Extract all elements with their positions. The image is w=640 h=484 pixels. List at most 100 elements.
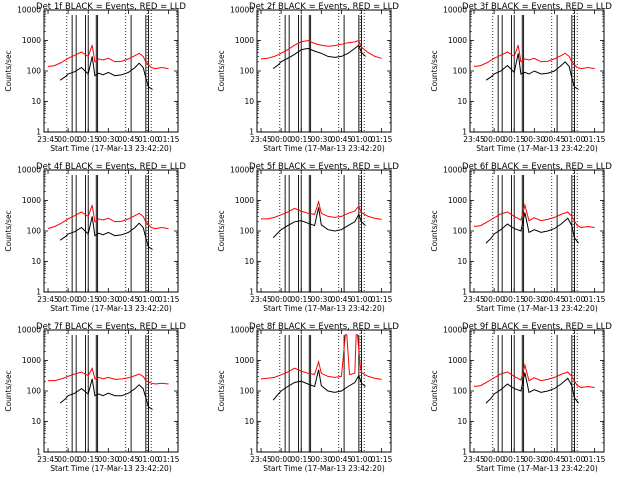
y-axis-label: Counts/sec bbox=[217, 370, 226, 411]
x-tick-label: 00:15 bbox=[290, 135, 312, 144]
y-axis-label: Counts/sec bbox=[4, 370, 13, 411]
y-tick-label: 100 bbox=[453, 387, 468, 396]
x-tick-label: 00:30 bbox=[98, 295, 120, 304]
x-tick-label: 01:15 bbox=[158, 455, 180, 464]
y-tick-label: 10000 bbox=[17, 326, 41, 335]
y-tick-label: 100 bbox=[453, 67, 468, 76]
series-lld-line bbox=[473, 363, 595, 389]
x-tick-label: 01:15 bbox=[371, 455, 393, 464]
x-tick-label: 00:30 bbox=[524, 455, 546, 464]
detector-chart-5: Det 5f BLACK = Events, RED = LLD 1 10 100 10… bbox=[217, 162, 399, 313]
y-tick-label: 10000 bbox=[443, 326, 467, 335]
x-tick-label: 23:45 bbox=[463, 295, 485, 304]
x-axis-label: Start Time (17-Mar-13 23:42:20) bbox=[50, 304, 172, 313]
y-tick-label: 1000 bbox=[448, 196, 467, 205]
series-lld-line bbox=[261, 200, 382, 220]
series-lld-line bbox=[473, 203, 595, 229]
chart-title: Det 8f BLACK = Events, RED = LLD bbox=[249, 322, 399, 332]
x-tick-label: 00:00 bbox=[270, 295, 292, 304]
y-tick-label: 10 bbox=[31, 97, 41, 106]
plot-frame bbox=[469, 9, 605, 133]
y-tick-label: 10 bbox=[457, 417, 467, 426]
y-tick-label: 1 bbox=[249, 128, 254, 137]
plot-frame bbox=[43, 9, 179, 133]
x-tick-label: 00:45 bbox=[118, 135, 140, 144]
x-tick-label: 01:15 bbox=[158, 135, 180, 144]
y-tick-label: 1000 bbox=[448, 356, 467, 365]
x-tick-label: 00:45 bbox=[331, 295, 353, 304]
x-tick-label: 00:15 bbox=[290, 295, 312, 304]
x-tick-label: 01:15 bbox=[371, 135, 393, 144]
x-axis-label: Start Time (17-Mar-13 23:42:20) bbox=[263, 464, 385, 473]
y-tick-label: 1000 bbox=[22, 196, 41, 205]
y-tick-label: 10000 bbox=[17, 166, 41, 175]
y-axis-label: Counts/sec bbox=[4, 50, 13, 91]
series-lld-line bbox=[473, 45, 595, 70]
x-tick-label: 00:00 bbox=[57, 295, 79, 304]
x-tick-label: 01:15 bbox=[158, 295, 180, 304]
x-tick-label: 01:15 bbox=[584, 135, 606, 144]
x-tick-label: 00:30 bbox=[98, 135, 120, 144]
y-tick-label: 100 bbox=[240, 227, 255, 236]
detector-chart-3: Det 3f BLACK = Events, RED = LLD 1 10 100 10… bbox=[430, 2, 612, 153]
x-tick-label: 01:00 bbox=[351, 295, 373, 304]
x-axis-label: Start Time (17-Mar-13 23:42:20) bbox=[263, 144, 385, 153]
y-axis-label: Counts/sec bbox=[430, 370, 439, 411]
y-tick-label: 1 bbox=[249, 448, 254, 457]
x-axis-label: Start Time (17-Mar-13 23:42:20) bbox=[263, 304, 385, 313]
chart-title: Det 9f BLACK = Events, RED = LLD bbox=[462, 322, 612, 332]
x-tick-label: 00:00 bbox=[57, 455, 79, 464]
y-axis-label: Counts/sec bbox=[430, 50, 439, 91]
x-tick-label: 00:15 bbox=[77, 295, 99, 304]
series-lld-line bbox=[48, 367, 169, 385]
x-axis-label: Start Time (17-Mar-13 23:42:20) bbox=[476, 144, 598, 153]
series-events-line bbox=[485, 53, 579, 90]
series-events-line bbox=[59, 56, 153, 90]
y-axis-label: Counts/sec bbox=[4, 210, 13, 251]
y-tick-label: 10000 bbox=[443, 166, 467, 175]
y-tick-label: 10000 bbox=[443, 6, 467, 15]
chart-title: Det 7f BLACK = Events, RED = LLD bbox=[36, 322, 186, 332]
y-tick-label: 10 bbox=[244, 97, 254, 106]
series-events-line bbox=[485, 372, 579, 404]
x-tick-label: 23:45 bbox=[250, 135, 272, 144]
x-axis-label: Start Time (17-Mar-13 23:42:20) bbox=[476, 464, 598, 473]
y-tick-label: 100 bbox=[453, 227, 468, 236]
x-tick-label: 01:00 bbox=[564, 455, 586, 464]
detector-chart-4: Det 4f BLACK = Events, RED = LLD 1 10 100 10… bbox=[4, 162, 186, 313]
y-tick-label: 100 bbox=[27, 387, 42, 396]
x-tick-label: 23:45 bbox=[37, 135, 59, 144]
x-tick-label: 23:45 bbox=[37, 295, 59, 304]
y-tick-label: 1000 bbox=[235, 36, 254, 45]
y-tick-label: 100 bbox=[27, 227, 42, 236]
y-tick-label: 100 bbox=[240, 67, 255, 76]
y-tick-label: 1 bbox=[462, 448, 467, 457]
x-axis-label: Start Time (17-Mar-13 23:42:20) bbox=[50, 464, 172, 473]
x-tick-label: 00:30 bbox=[311, 135, 333, 144]
series-events-line bbox=[272, 369, 366, 401]
x-tick-label: 01:15 bbox=[371, 295, 393, 304]
y-tick-label: 1000 bbox=[22, 356, 41, 365]
x-tick-label: 00:45 bbox=[118, 295, 140, 304]
x-tick-label: 01:00 bbox=[138, 135, 160, 144]
y-tick-label: 10 bbox=[457, 97, 467, 106]
plot-frame bbox=[256, 169, 392, 293]
plot-frame bbox=[43, 329, 179, 453]
y-tick-label: 1 bbox=[249, 288, 254, 297]
x-tick-label: 00:30 bbox=[524, 135, 546, 144]
series-events-line bbox=[272, 207, 366, 239]
x-tick-label: 23:45 bbox=[250, 295, 272, 304]
x-tick-label: 00:30 bbox=[311, 455, 333, 464]
y-tick-label: 10 bbox=[31, 257, 41, 266]
x-tick-label: 00:15 bbox=[503, 455, 525, 464]
y-tick-label: 100 bbox=[27, 67, 42, 76]
x-tick-label: 00:45 bbox=[331, 135, 353, 144]
x-tick-label: 23:45 bbox=[250, 455, 272, 464]
y-tick-label: 10000 bbox=[17, 6, 41, 15]
detector-chart-7: Det 7f BLACK = Events, RED = LLD 1 10 100 10… bbox=[4, 322, 186, 473]
x-tick-label: 00:00 bbox=[483, 295, 505, 304]
y-tick-label: 10 bbox=[244, 257, 254, 266]
x-tick-label: 00:30 bbox=[98, 455, 120, 464]
